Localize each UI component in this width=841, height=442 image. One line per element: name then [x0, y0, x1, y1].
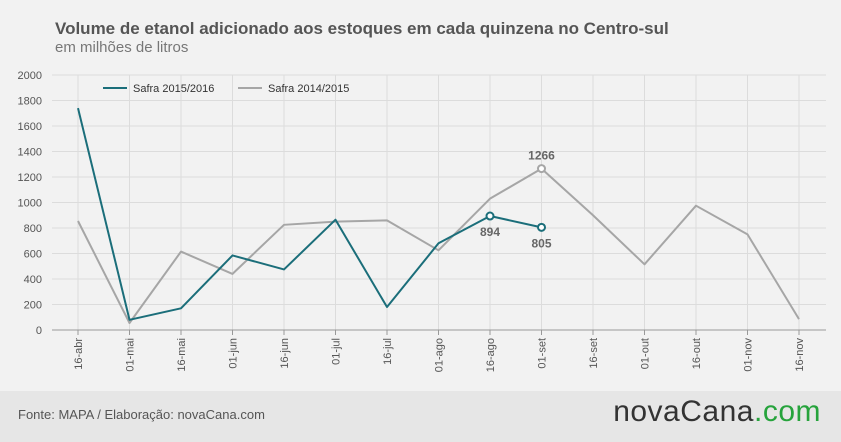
- data-point-marker: [537, 222, 546, 232]
- y-tick-label: 800: [24, 223, 42, 235]
- x-tick-label: 16-out: [691, 338, 703, 369]
- x-tick-label: 01-jun: [228, 338, 240, 369]
- y-tick-label: 1200: [18, 172, 42, 184]
- data-point-marker: [485, 211, 495, 221]
- y-tick-label: 1000: [18, 198, 42, 210]
- chart-title: Volume de etanol adicionado aos estoques…: [55, 19, 669, 38]
- x-tick-label: 01-ago: [434, 338, 446, 372]
- x-tick-label: 01-mai: [125, 338, 137, 372]
- series-line-safra-2015-2016: [77, 107, 542, 321]
- series-line-safra-2014-2015: [77, 167, 800, 324]
- data-point-marker: [537, 164, 546, 174]
- x-tick-label: 16-set: [588, 338, 600, 369]
- x-tick-label: 16-ago: [485, 338, 497, 372]
- x-tick-label: 16-jul: [382, 338, 394, 365]
- data-label: 1266: [528, 149, 555, 163]
- y-tick-label: 1400: [18, 147, 42, 159]
- brand-dot: .: [753, 395, 763, 428]
- x-tick-label: 16-mai: [176, 338, 188, 372]
- brand-logo: novaCana.com: [613, 395, 821, 429]
- y-tick-label: 200: [24, 300, 42, 312]
- data-label: 805: [531, 236, 551, 250]
- line-chart: 0 200 400 600 800 1000 1200 1400 1600 1800 2000 16-…: [18, 70, 826, 372]
- y-tick-label: 1600: [18, 121, 42, 133]
- x-tick-label: 16-abr: [73, 338, 85, 370]
- footer: Fonte: MAPA / Elaboração: novaCana.com n…: [0, 391, 841, 442]
- legend-label: Safra 2014/2015: [268, 83, 349, 95]
- x-tick-label: 16-nov: [794, 338, 806, 372]
- source-text: Fonte: MAPA / Elaboração: novaCana.com: [18, 407, 265, 422]
- x-tick-label: 01-nov: [743, 338, 755, 372]
- data-label: 894: [480, 225, 500, 239]
- x-tick-label: 01-set: [537, 338, 549, 369]
- legend-label: Safra 2015/2016: [133, 83, 214, 95]
- x-tick-label: 01-jul: [331, 338, 343, 365]
- y-tick-label: 2000: [18, 70, 42, 82]
- brand-main: novaCana: [613, 395, 754, 428]
- x-tick-label: 01-out: [640, 338, 652, 369]
- x-tick-label: 16-jun: [279, 338, 291, 369]
- y-tick-label: 400: [24, 274, 42, 286]
- chart-subtitle: em milhões de litros: [55, 39, 189, 56]
- y-tick-label: 1800: [18, 96, 42, 108]
- y-tick-label: 0: [36, 325, 42, 337]
- brand-suffix: com: [762, 395, 821, 428]
- y-tick-label: 600: [24, 249, 42, 261]
